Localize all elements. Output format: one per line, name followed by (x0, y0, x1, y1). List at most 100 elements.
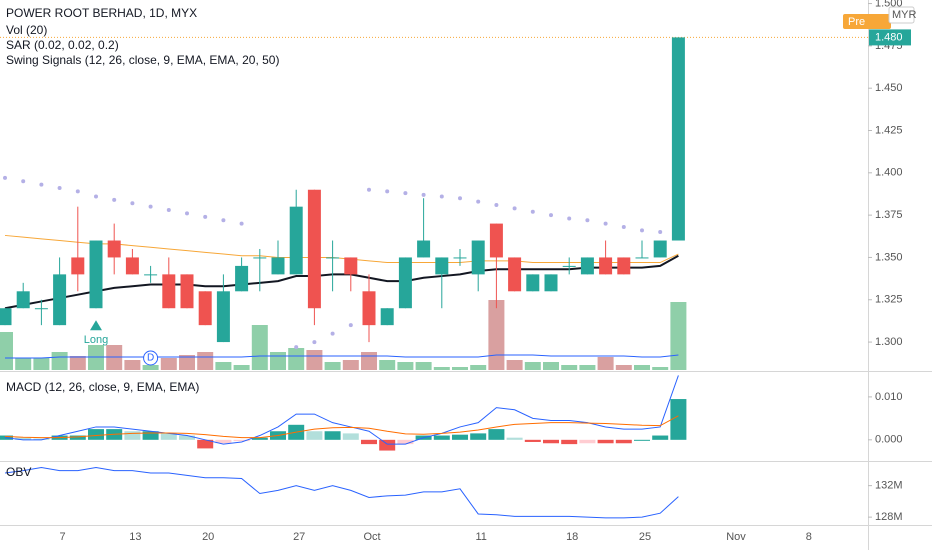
candle-body (271, 257, 285, 275)
signal-marker (90, 320, 102, 331)
candle-body (562, 265, 576, 267)
candle-body (125, 257, 139, 275)
candle-body (471, 240, 485, 275)
last-price-badge (869, 29, 911, 46)
macd-histogram-bar (324, 431, 341, 440)
macd-histogram-bar (488, 429, 505, 440)
sar-dot (458, 196, 462, 201)
volume-bar (652, 367, 669, 370)
volume-bar (215, 362, 232, 370)
volume-bar (524, 362, 541, 370)
sar-dot (112, 197, 117, 202)
y-tick-label: 1.450 (875, 82, 903, 94)
sar-dot (640, 228, 644, 233)
candle-body (89, 240, 103, 309)
macd-histogram-bar (452, 434, 468, 440)
candle-body (53, 274, 67, 326)
macd-histogram-bar (634, 439, 650, 441)
macd-histogram-bar (579, 439, 596, 444)
volume-bar (615, 365, 632, 370)
volume-bar (51, 352, 68, 370)
macd-histogram-bar (15, 437, 32, 440)
macd-histogram-bar (379, 439, 396, 451)
candle-body (180, 274, 194, 309)
y-tick-label: 0.010 (875, 391, 903, 403)
y-tick-label: 1.400 (875, 167, 903, 179)
macd-histogram-bar (597, 439, 614, 444)
sar-dot (476, 199, 481, 204)
candle-body (417, 240, 431, 258)
candle-body (362, 291, 376, 326)
pane-title: OBV (6, 465, 31, 479)
candle-body (344, 257, 358, 275)
macd-histogram-bar (615, 439, 632, 444)
macd-histogram-bar (543, 439, 559, 444)
sar-dot (530, 209, 535, 214)
event-marker (143, 350, 159, 366)
sar-dot (512, 206, 517, 211)
currency-label: MYR (892, 9, 917, 21)
signal-line (4, 415, 679, 439)
y-tick-label: 1.425 (875, 124, 903, 136)
sar-dot (603, 221, 608, 226)
candle-body (107, 240, 121, 258)
sar-dot (75, 189, 80, 194)
macd-histogram-bar (233, 439, 250, 442)
y-tick-label: 128M (875, 511, 903, 523)
macd-histogram-bar (142, 431, 159, 440)
candle-body (544, 274, 558, 292)
obv-line (4, 467, 679, 519)
volume-ma-line (5, 354, 679, 359)
candle-body (144, 274, 158, 276)
sar-dot (3, 175, 7, 180)
macd-histogram-bar (33, 438, 50, 440)
y-tick-label: 1.500 (875, 0, 903, 9)
macd-histogram-bar (179, 435, 195, 440)
volume-bar (597, 357, 614, 370)
volume-bar (15, 358, 32, 370)
pre-label: Pre (848, 16, 865, 28)
volume-bar (0, 332, 13, 370)
x-tick-label: 7 (60, 531, 66, 543)
volume-bar (179, 355, 195, 370)
macd-line (4, 375, 679, 445)
sar-dot (94, 194, 98, 199)
candle-body (580, 257, 594, 275)
candle-body (307, 189, 321, 309)
macd-histogram-bar (160, 433, 177, 440)
sar-dot (658, 230, 663, 235)
sar-dot (39, 182, 44, 187)
macd-histogram-bar (652, 435, 669, 440)
sar-dot (294, 345, 299, 350)
candle-body (235, 265, 249, 292)
sar-dot (21, 179, 26, 184)
candle-body (34, 308, 48, 310)
candle-body (253, 257, 267, 259)
candle-body (617, 257, 631, 275)
x-tick-label: 27 (293, 531, 305, 543)
candle-body (398, 257, 412, 309)
candle-body (489, 223, 503, 258)
candle-body (380, 308, 394, 326)
sar-dot (367, 187, 371, 192)
y-tick-label: 1.300 (875, 336, 903, 348)
volume-bar (361, 352, 377, 370)
candle-body (16, 291, 30, 309)
pane-title: MACD (12, 26, close, 9, EMA, EMA) (6, 380, 199, 394)
macd-histogram-bar (397, 439, 414, 445)
sar-dot (439, 194, 444, 199)
sar-dot (348, 323, 353, 328)
candle-body (435, 257, 449, 275)
y-tick-label: 1.350 (875, 251, 903, 263)
volume-bar (160, 358, 177, 370)
volume-bar (69, 356, 86, 370)
volume-bar (124, 360, 141, 370)
sar-dot (130, 201, 135, 206)
candle-body (508, 257, 522, 292)
volume-bar (433, 367, 450, 370)
y-tick-label: 1.375 (875, 209, 903, 221)
macd-histogram-bar (561, 439, 578, 445)
sar-dot (312, 340, 317, 345)
plot-layer: 1.3001.3251.3501.3751.4001.4251.4501.475… (0, 0, 917, 543)
